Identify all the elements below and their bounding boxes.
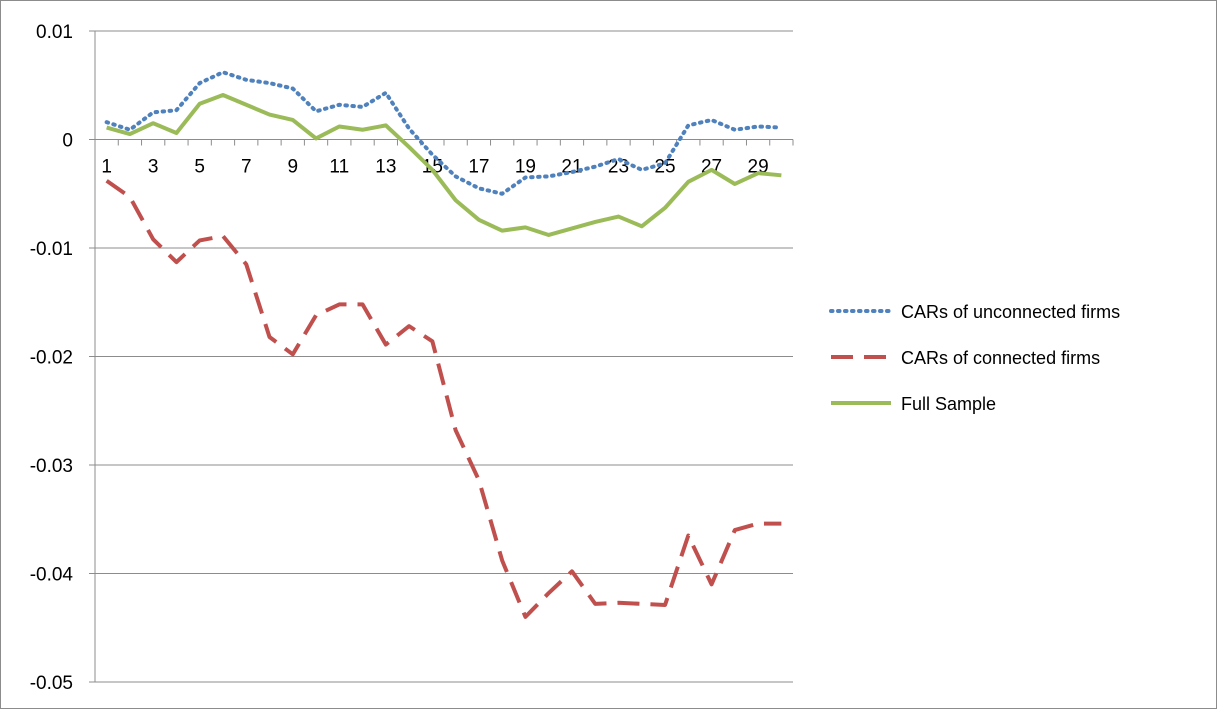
legend-label-1: CARs of connected firms [901,348,1100,368]
legend-label-2: Full Sample [901,394,996,414]
x-tick-label-5: 11 [329,157,349,178]
x-tick-label-7: 15 [422,157,443,178]
series-line-0 [104,70,784,196]
y-tick-labels: 0.01 0 -0.01 -0.02 -0.03 -0.04 -0.05 [30,22,74,694]
y-tick-label-4: -0.03 [30,456,73,477]
x-tick-label-12: 25 [654,157,675,178]
x-tick-label-1: 3 [148,157,159,178]
y-tick-label-1: 0 [62,131,73,152]
y-tick-label-5: -0.04 [30,565,74,586]
series-line-2 [106,93,782,237]
x-tick-label-4: 9 [287,157,298,178]
legend: CARs of unconnected firms CARs of connect… [829,302,1120,414]
grid-layer [95,30,793,683]
y-tick-label-6: -0.05 [30,673,73,694]
y-tick-label-0: 0.01 [36,22,73,43]
y-tick-label-2: -0.01 [30,239,73,260]
x-tick-label-0: 1 [101,157,112,178]
series-line-1 [105,179,782,619]
x-tick-label-2: 5 [194,157,205,178]
x-tick-label-6: 13 [375,157,396,178]
x-tick-label-9: 19 [515,157,536,178]
series-layer [104,70,784,619]
x-tick-label-3: 7 [241,157,252,178]
axis-layer [89,30,794,683]
y-tick-label-3: -0.02 [30,348,73,369]
x-tick-label-8: 17 [468,157,489,178]
legend-label-0: CARs of unconnected firms [901,302,1120,322]
